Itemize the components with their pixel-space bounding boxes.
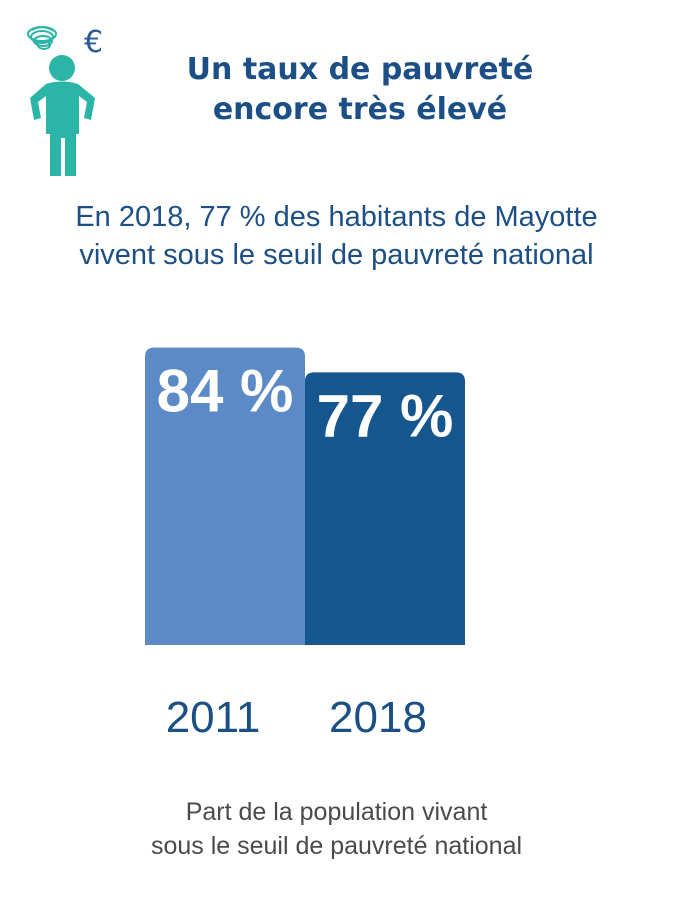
value-label-2018: 77 % <box>317 382 454 449</box>
value-label-2011: 84 % <box>157 358 294 425</box>
category-label-2018: 2018 <box>329 693 427 742</box>
euro-symbol: € <box>84 25 103 60</box>
title-line-2: encore très élevé <box>212 92 508 127</box>
chart-caption: Part de la population vivant sous le seu… <box>40 795 633 863</box>
category-label-2011: 2011 <box>166 693 261 742</box>
bar-2011 <box>145 347 305 645</box>
bar-2018 <box>305 372 465 645</box>
subtitle-line-2: vivent sous le seuil de pauvreté nationa… <box>79 239 594 271</box>
person-head <box>49 55 75 81</box>
caption-line-1: Part de la population vivant <box>185 798 488 826</box>
title-line-1: Un taux de pauvreté <box>186 52 534 87</box>
caption-line-2: sous le seuil de pauvreté national <box>150 832 523 860</box>
person-body <box>30 81 95 176</box>
worry-scribble-icon <box>27 26 57 50</box>
subtitle: En 2018, 77 % des habitants de Mayotte v… <box>10 198 663 274</box>
page-title: Un taux de pauvreté encore très élevé <box>130 50 590 130</box>
subtitle-line-1: En 2018, 77 % des habitants de Mayotte <box>75 201 598 233</box>
bar-chart: 84 % 2011 77 % 2018 <box>145 347 465 742</box>
worried-person-with-euro-icon: € <box>27 25 103 176</box>
